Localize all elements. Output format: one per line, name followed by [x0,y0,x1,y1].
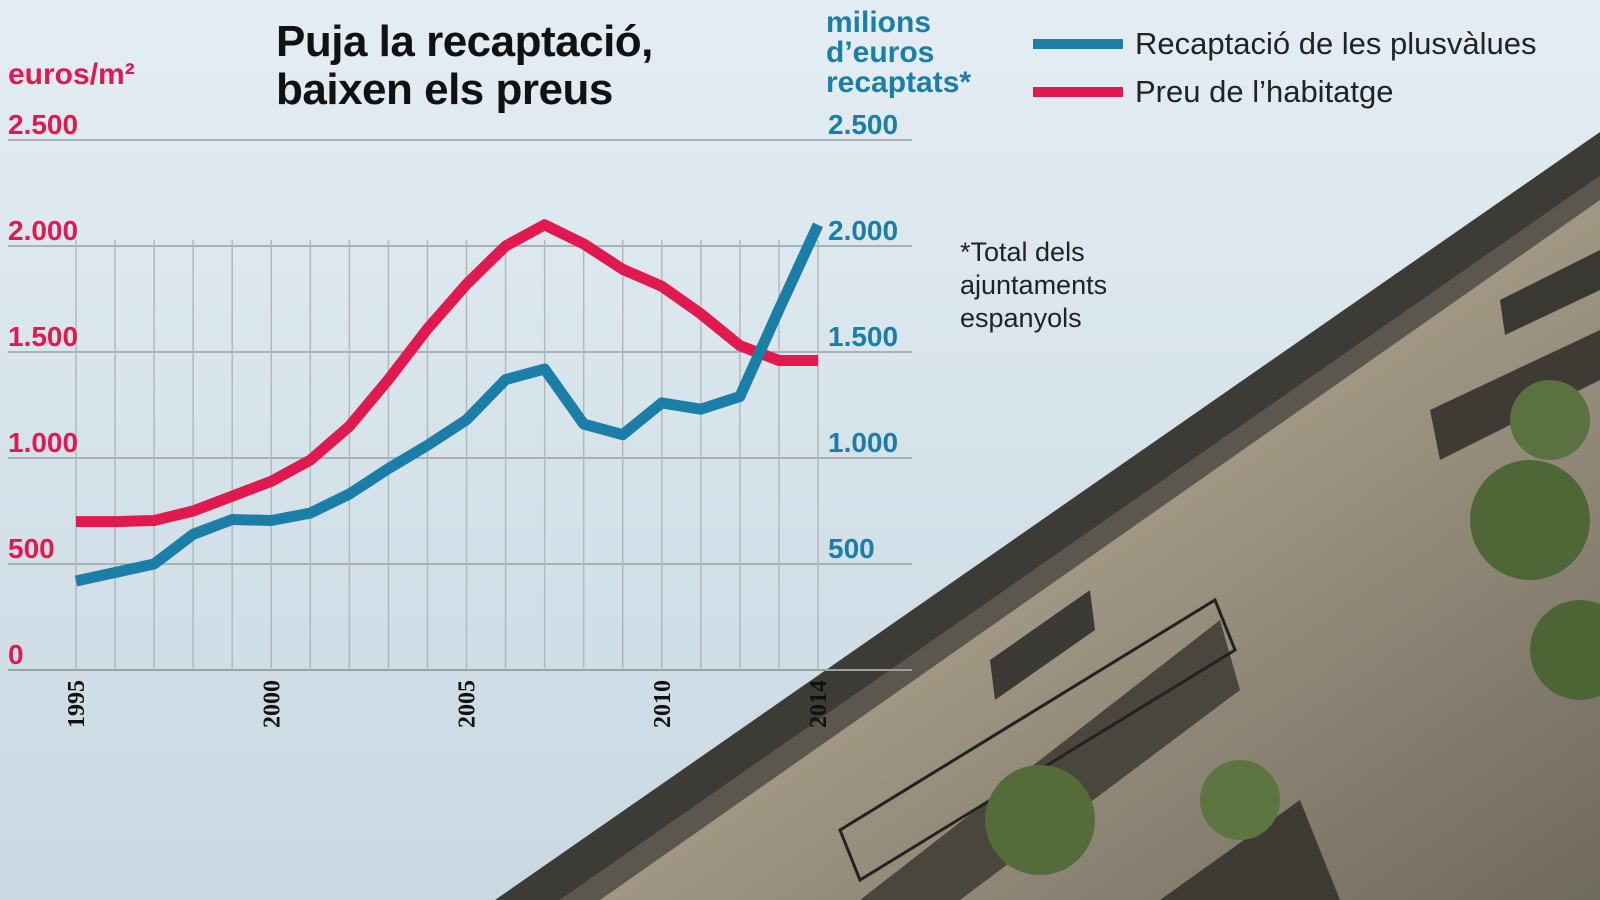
legend: Recaptació de les plusvàlues Preu de l’h… [1033,20,1537,116]
legend-item-recaptacio: Recaptació de les plusvàlues [1033,20,1537,68]
right-axis-unit-line-2: d’euros [826,36,935,69]
footnote-line-1: *Total dels [960,237,1085,267]
footnote: *Total dels ajuntaments espanyols [960,236,1107,335]
title-line-1: Puja la recaptació, [276,17,653,66]
y-left-tick-label: 1.000 [8,427,78,458]
right-axis-unit-line-1: milions [826,6,932,39]
left-axis-unit: euros/m² [8,58,135,91]
y-right-tick-label: 2.500 [828,109,898,140]
y-right-tick-label: 500 [828,533,875,564]
y-left-tick-label: 0 [8,639,24,670]
y-right-tick-label: 2.000 [828,215,898,246]
footnote-line-3: espanyols [960,303,1082,333]
legend-label-recaptacio: Recaptació de les plusvàlues [1135,26,1537,61]
y-right-tick-label: 1.500 [828,321,898,352]
y-right-tick-label: 1.000 [828,427,898,458]
title-line-2: baixen els preus [276,65,613,114]
y-left-tick-label: 500 [8,533,55,564]
legend-swatch-recaptacio [1033,39,1123,49]
x-tick-label: 2000 [259,680,285,728]
y-left-tick-label: 2.000 [8,215,78,246]
footnote-line-2: ajuntaments [960,270,1108,300]
x-tick-label: 2010 [650,680,676,728]
series-line-preu [76,219,818,528]
right-axis-unit-line-3: recaptats* [826,66,972,99]
x-tick-label: 2014 [806,680,832,728]
y-left-tick-label: 1.500 [8,321,78,352]
right-axis-unit: milions d’euros recaptats* [826,8,971,98]
legend-label-preu: Preu de l’habitatge [1135,74,1394,109]
x-tick-label: 2005 [455,680,481,728]
y-left-tick-label: 2.500 [8,109,78,140]
x-tick-label: 1995 [64,680,90,728]
chart-title: Puja la recaptació, baixen els preus [276,18,653,114]
legend-item-preu: Preu de l’habitatge [1033,68,1537,116]
series-line-recaptacio [74,222,823,587]
legend-swatch-preu [1033,87,1123,97]
